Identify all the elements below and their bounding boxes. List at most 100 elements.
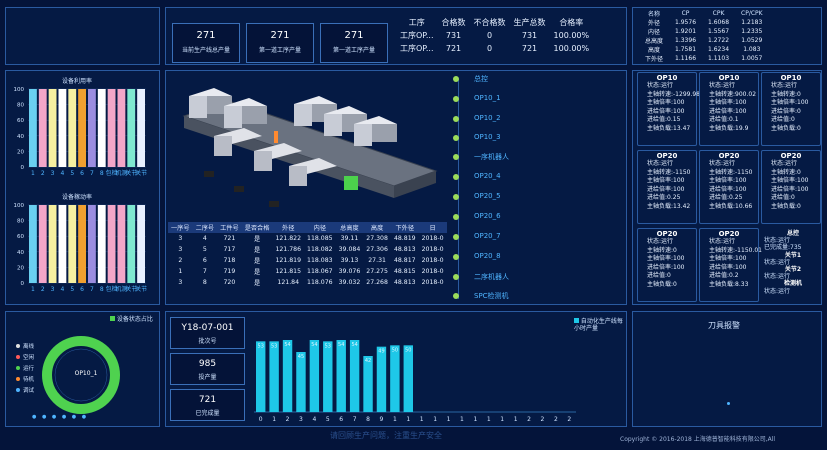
x-tick-label: 1 <box>447 416 451 423</box>
cell: 1 <box>178 268 183 275</box>
status-dot-icon <box>453 194 459 200</box>
card-row: 进给值:0.1 <box>709 116 739 123</box>
card-row: 进给值:0.25 <box>709 194 743 201</box>
robot-status-list: 总控 状态:运行 已完成量:735 关节1 状态:运行 关节2 状态:运行 检测机 状态:… <box>764 230 822 295</box>
card-row: 主轴转速:0 <box>771 90 801 98</box>
x-tick-label: 关节 <box>125 285 137 293</box>
legend-label: 待机 <box>23 377 35 383</box>
card-title: OP10 <box>780 74 802 82</box>
bar <box>107 205 116 283</box>
x-tick-label: 2 <box>286 416 290 423</box>
cell: 39.11 <box>340 235 359 242</box>
data-label: 50 <box>392 347 398 353</box>
x-tick-label: 1 <box>487 416 491 423</box>
cell: 39.032 <box>338 279 361 286</box>
robot-item-master[interactable]: 总控 状态:运行 已完成量:735 <box>764 230 822 252</box>
footer-copyright: Copyright © 2016-2018 上海德普智能科技有限公司,All <box>620 436 776 443</box>
x-tick-label: 2 <box>567 416 571 423</box>
card-row: 进给值:0 <box>647 272 671 279</box>
production-line-3d-model <box>182 88 438 207</box>
machine-card-op10-b[interactable]: OP10 状态:运行 主轴转速:900.02 主轴倍率:100 进给倍率:100 进给值… <box>699 72 759 146</box>
bar <box>137 89 145 167</box>
col-header: CPK <box>712 10 725 17</box>
bar <box>309 340 320 412</box>
x-tick-label: 关节 <box>125 169 137 177</box>
bar <box>68 89 77 167</box>
table-row: 下外径 1.1166 1.1103 1.0057 <box>639 54 769 63</box>
table-row: 工序OP... 731 0 731 100.00% <box>396 29 593 42</box>
machine-card-op20-b[interactable]: OP20 状态:运行 主轴转速:-1150 主轴倍率:100 进给倍率:100 进给值:… <box>699 150 759 224</box>
card-row: 主轴负载:0 <box>647 280 677 288</box>
status-dot-icon <box>453 214 459 220</box>
table-row[interactable]: 3 4 721 是 121.822 118.085 39.11 27.308 48.819 201… <box>168 233 447 244</box>
robot-item-inspector[interactable]: 检测机 状态:运行 <box>764 280 822 294</box>
card-row: 进给倍率:100 <box>771 185 809 193</box>
data-label: 53 <box>258 343 264 349</box>
table-row[interactable]: 3 8 720 是 121.84 118.076 39.032 27.268 48.813 201… <box>168 277 447 288</box>
cell: 1.9201 <box>675 28 697 35</box>
bar <box>97 89 106 167</box>
x-tick-label: 7 <box>90 170 94 177</box>
pager-dots[interactable]: ● ● ● ● ● ● <box>32 414 89 420</box>
col-header: 高度 <box>363 222 391 233</box>
kpi-label: 第一道工序产量 <box>258 47 301 54</box>
robot-extra: 已完成量:735 <box>764 244 802 252</box>
cell: 118.082 <box>307 246 333 253</box>
card-row: 主轴倍率:100 <box>709 255 747 262</box>
x-tick-label: 关节 <box>135 169 147 177</box>
card-row: 主轴转速:-1150 <box>647 168 691 176</box>
x-tick-label: 4 <box>312 416 316 423</box>
robot-name: 总控 <box>786 230 799 237</box>
legend-swatch-icon <box>574 318 579 323</box>
machine-card-op10-a[interactable]: OP10 状态:运行 主轴转速:-1299.98 主轴倍率:100 进给倍率:100 进… <box>637 72 700 146</box>
card-row: 进给倍率:100 <box>647 185 685 193</box>
cell: 121.822 <box>275 235 302 242</box>
cell: 1.2722 <box>708 37 730 44</box>
card-row: 主轴负载:19.9 <box>709 124 749 132</box>
stat-value: 721 <box>198 395 217 405</box>
y-tick-label: 40 <box>17 134 24 140</box>
bar <box>117 89 126 167</box>
bar <box>58 205 67 283</box>
bar <box>88 89 96 167</box>
machine-card-op20-e[interactable]: OP20 状态:运行 主轴转速:-1150.01 主轴倍率:100 进给倍率:100 进… <box>699 228 762 302</box>
col-header: 是否合格 <box>241 222 273 233</box>
stat-label: 已完成量 <box>195 410 220 417</box>
machine-card-op20-d[interactable]: OP20 状态:运行 主轴转速:0 主轴倍率:100 进给倍率:100 进给值:0 主轴负… <box>637 228 697 302</box>
col-header: 合格率 <box>559 18 584 27</box>
cell: 731 <box>445 31 462 40</box>
table-row[interactable]: 2 6 718 是 121.819 118.083 39.13 27.31 48.817 2018… <box>168 255 447 266</box>
status-dot-icon <box>453 293 459 299</box>
cell: 高度 <box>648 47 661 54</box>
card-row: 进给值:0.25 <box>647 194 681 201</box>
x-tick-label: 3 <box>51 170 55 177</box>
machine-card-op10-c[interactable]: OP10 状态:运行 主轴转速:0 主轴倍率:100 进给倍率:0 进给值:0 主轴负载:… <box>761 72 821 146</box>
activation-chart-title: 设备稼动率 <box>62 194 93 201</box>
cell: 外径 <box>648 20 661 27</box>
cell: 1.1166 <box>675 55 697 62</box>
cell: 721 <box>223 235 236 242</box>
x-tick-label: 包检 <box>106 169 118 177</box>
col-header: CP/CPK <box>741 10 763 17</box>
stat-value: 985 <box>198 359 217 369</box>
table-row[interactable]: 3 5 717 是 121.786 118.082 39.084 27.306 48.813 20… <box>168 244 447 255</box>
machine-card-op20-a[interactable]: OP20 状态:运行 主轴转速:-1150 主轴倍率:100 进给倍率:100 进给值:… <box>637 150 697 224</box>
legend-swatch-icon <box>16 377 20 381</box>
robot-item-joint1[interactable]: 关节1 状态:运行 <box>764 252 822 266</box>
card-row: 主轴转速:900.02 <box>709 90 757 98</box>
cell: 100.00% <box>553 44 590 53</box>
x-tick-label: 1 <box>500 416 504 423</box>
col-header: CP <box>681 10 690 17</box>
kpi-label: 第一道工序产量 <box>332 47 375 54</box>
legend-item: 离线 <box>16 342 34 353</box>
card-row: 主轴倍率:100 <box>709 177 747 184</box>
kpi-process1-output: 271 第一道工序产量 <box>246 23 314 63</box>
x-tick-label: 关节 <box>135 285 147 293</box>
status-dot-icon <box>453 254 459 260</box>
table-row[interactable]: 1 7 719 是 121.815 118.067 39.076 27.275 48.815 20… <box>168 266 447 277</box>
robot-status: 状态:运行 <box>764 237 791 245</box>
x-tick-label: 8 <box>100 170 104 177</box>
cell: 是 <box>253 258 261 265</box>
machine-card-op20-c[interactable]: OP20 状态:运行 主轴转速:0 主轴倍率:100 进给倍率:100 进给值:0 主轴负… <box>761 150 821 224</box>
robot-item-joint2[interactable]: 关节2 状态:运行 <box>764 266 822 280</box>
